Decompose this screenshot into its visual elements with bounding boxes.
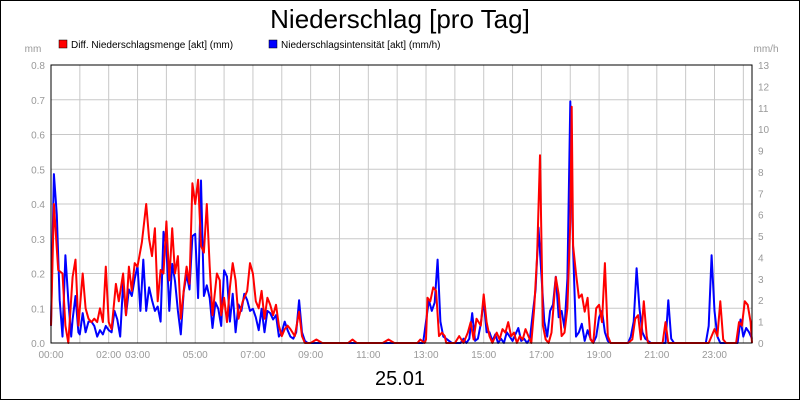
legend-swatch [268, 39, 278, 49]
x-axis-date-label: 25.01 [374, 368, 426, 390]
y-right-tick-label: 13 [758, 61, 770, 72]
y-left-tick-label: 0.6 [31, 131, 45, 142]
y-right-tick-label: 0 [758, 339, 764, 350]
y-right-tick-label: 2 [758, 296, 764, 307]
x-tick-label: 03:00 [125, 350, 150, 361]
x-tick-label: 17:00 [529, 350, 554, 361]
x-tick-label: 02:00 [96, 350, 121, 361]
y-left-tick-label: 0.0 [31, 339, 45, 350]
y-right-tick-label: 10 [758, 125, 770, 136]
series-line-niederschlagsintensitaet [50, 100, 753, 344]
x-tick-label: 21:00 [644, 350, 669, 361]
x-tick-label: 23:00 [702, 350, 727, 361]
y-right-tick-label: 8 [758, 168, 764, 179]
y-left-tick-label: 0.2 [31, 270, 45, 281]
y-left-tick-label: 0.4 [31, 200, 45, 211]
y-right-tick-label: 7 [758, 189, 764, 200]
y-left-tick-label: 0.1 [31, 304, 45, 315]
x-tick-label: 07:00 [240, 350, 265, 361]
y-left-unit: mm [25, 44, 42, 55]
y-right-tick-label: 9 [758, 147, 764, 158]
axis-layer: 0.00.10.20.30.40.50.60.70.80123456789101… [25, 44, 779, 361]
x-tick-label: 11:00 [356, 350, 381, 361]
y-right-tick-label: 6 [758, 211, 764, 222]
legend-swatch [58, 39, 68, 49]
y-right-tick-label: 12 [758, 82, 770, 93]
y-left-tick-label: 0.8 [31, 61, 45, 72]
grid-layer [50, 64, 752, 344]
y-left-tick-label: 0.7 [31, 96, 45, 107]
y-right-tick-label: 5 [758, 232, 764, 243]
plot-border [50, 64, 753, 344]
y-right-unit: mm/h [754, 44, 779, 55]
legend-label: Niederschlagsintensität [akt] (mm/h) [281, 40, 441, 51]
y-right-tick-label: 11 [758, 104, 769, 115]
legend: Diff. Niederschlagsmenge [akt] (mm) Niede… [58, 39, 441, 51]
x-tick-label: 13:00 [414, 350, 439, 361]
x-tick-label: 05:00 [183, 350, 208, 361]
chart-title: Niederschlag [pro Tag] [270, 4, 530, 34]
y-right-tick-label: 1 [758, 318, 764, 329]
y-right-tick-label: 4 [758, 253, 764, 264]
x-tick-label: 19:00 [587, 350, 612, 361]
x-tick-label: 15:00 [471, 350, 496, 361]
y-right-tick-label: 3 [758, 275, 764, 286]
x-tick-label: 09:00 [298, 350, 323, 361]
series-layer [50, 100, 753, 344]
y-left-tick-label: 0.3 [31, 235, 45, 246]
x-tick-label: 00:00 [38, 350, 63, 361]
legend-label: Diff. Niederschlagsmenge [akt] (mm) [71, 40, 233, 51]
y-left-tick-label: 0.5 [31, 165, 45, 176]
